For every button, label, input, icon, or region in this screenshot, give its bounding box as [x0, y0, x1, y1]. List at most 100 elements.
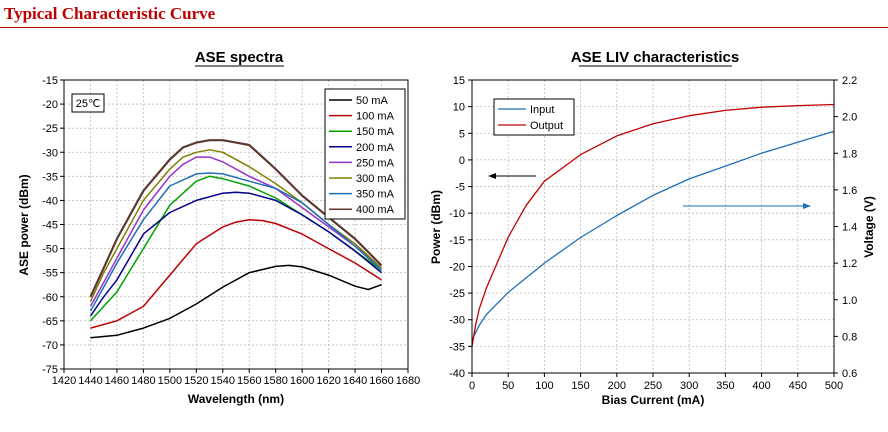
liv-series-input [471, 130, 835, 341]
ase-legend-label: 200 mA [356, 142, 395, 154]
ase-liv-series [471, 103, 835, 347]
temperature-label: 25℃ [76, 98, 101, 110]
ase-series-50-ma [90, 264, 382, 339]
ase-spectra-xlabel: Wavelength (nm) [188, 392, 284, 406]
input-axis-arrow [683, 203, 811, 209]
ase-spectra-ytick-label: -75 [42, 364, 58, 376]
ase-spectra-ytick-label: -30 [42, 147, 58, 159]
title-divider [0, 27, 888, 28]
ase-liv-ytick-label: 10 [453, 102, 465, 114]
ase-liv-xtick-label: 0 [469, 380, 475, 392]
ase-liv-ytick-label: -25 [449, 288, 465, 300]
liv-series-output [471, 103, 835, 347]
ase-liv-ytick-label: -40 [449, 368, 465, 380]
ase-liv-ytick-label: -15 [449, 235, 465, 247]
ase-spectra-series [89, 139, 383, 339]
ase-series-400-ma [89, 139, 383, 298]
ase-series-350-ma [89, 172, 383, 312]
liv-legend-label: Input [530, 104, 554, 116]
ase-spectra-xtick-label: 1600 [290, 375, 314, 387]
ase-liv-y2tick-label: 0.6 [842, 368, 857, 380]
ase-liv-xtick-label: 150 [571, 380, 589, 392]
ase-spectra-ytick-label: -20 [42, 99, 58, 111]
ase-liv-y2tick-label: 1.0 [842, 295, 857, 307]
ase-spectra-ylabel: ASE power (dBm) [17, 174, 31, 275]
ase-spectra-ytick-label: -55 [42, 268, 58, 280]
ase-liv-y2tick-label: 2.0 [842, 112, 857, 124]
ase-spectra-xtick-label: 1460 [105, 375, 129, 387]
ase-liv-xtick-label: 500 [825, 380, 843, 392]
ase-legend-box [324, 88, 406, 220]
ase-liv-xtick-label: 50 [502, 380, 514, 392]
ase-spectra-frame [63, 79, 409, 370]
ase-liv-xlabel: Bias Current (mA) [602, 393, 705, 407]
ase-liv-chart: ASE LIV characteristics 0 50 100 150 200 250 3… [429, 49, 876, 407]
ase-spectra-xtick-label: 1620 [316, 375, 340, 387]
liv-legend-box [493, 98, 575, 136]
ase-liv-xtick-label: 100 [535, 380, 553, 392]
ase-legend-label: 300 mA [356, 173, 395, 185]
ase-spectra-xtick-label: 1540 [211, 375, 235, 387]
output-axis-arrow [488, 173, 536, 179]
ase-series-200-ma [89, 191, 382, 317]
ase-liv-ytick-label: -5 [455, 182, 465, 194]
ase-spectra-xtick-label: 1420 [52, 375, 76, 387]
ase-spectra-xtick-label: 1640 [343, 375, 367, 387]
ase-liv-ytick-label: -20 [449, 261, 465, 273]
ase-legend-label: 400 mA [356, 204, 395, 216]
ase-liv-ylabel: Power (dBm) [429, 190, 443, 264]
ase-liv-xtick-label: 350 [716, 380, 734, 392]
page-title: Typical Characteristic Curve [4, 4, 216, 23]
ase-series-250-ma [89, 156, 382, 307]
ase-liv-y2tick-label: 2.2 [842, 75, 857, 87]
ase-spectra-ytick-label: -70 [42, 340, 58, 352]
ase-spectra-ytick-label: -40 [42, 195, 58, 207]
ase-liv-xtick-label: 450 [789, 380, 807, 392]
ase-spectra-xtick-label: 1680 [396, 375, 420, 387]
ase-spectra-ytick-label: -50 [42, 244, 58, 256]
ase-liv-xtick-label: 200 [608, 380, 626, 392]
ase-liv-y2tick-label: 1.2 [842, 258, 857, 270]
ase-liv-legend: Input Output [493, 98, 575, 136]
ase-liv-y2label: Voltage (V) [862, 196, 876, 258]
ase-liv-title: ASE LIV characteristics [571, 49, 739, 66]
ase-spectra-ytick-label: -25 [42, 123, 58, 135]
ase-liv-ytick-label: -30 [449, 315, 465, 327]
ase-legend-label: 50 mA [356, 95, 388, 107]
ase-liv-y2tick-label: 1.4 [842, 222, 857, 234]
ase-liv-ticks: 0 50 100 150 200 250 300 350 400 450 500-40-35-30-… [449, 75, 857, 392]
ase-liv-y2tick-label: 0.8 [842, 331, 857, 343]
ase-spectra-xtick-label: 1500 [158, 375, 182, 387]
ase-spectra-ytick-label: -65 [42, 316, 58, 328]
ase-spectra-ytick-label: -45 [42, 220, 58, 232]
ase-liv-ytick-label: 0 [459, 155, 465, 167]
ase-spectra-xtick-label: 1580 [263, 375, 287, 387]
ase-spectra-xtick-label: 1440 [78, 375, 102, 387]
ase-legend-label: 250 mA [356, 157, 395, 169]
ase-liv-ytick-label: -35 [449, 341, 465, 353]
ase-spectra-ytick-label: -60 [42, 292, 58, 304]
temperature-box [71, 93, 105, 113]
ase-spectra-xtick-label: 1520 [184, 375, 208, 387]
ase-series-100-ma [90, 218, 382, 329]
ase-spectra-xtick-label: 1660 [369, 375, 393, 387]
ase-spectra-ytick-label: -35 [42, 171, 58, 183]
ase-liv-xtick-label: 250 [644, 380, 662, 392]
ase-spectra-title: ASE spectra [195, 49, 284, 66]
ase-spectra-xtick-label: 1560 [237, 375, 261, 387]
ase-liv-xtick-label: 400 [752, 380, 770, 392]
ase-liv-xtick-label: 300 [680, 380, 698, 392]
ase-liv-frame [471, 79, 835, 374]
ase-spectra-ticks: 1420 1440 1460 1480 1500 1520 1540 1560 1580 1600… [42, 75, 420, 387]
ase-spectra-xtick-label: 1480 [131, 375, 155, 387]
ase-liv-ytick-label: -10 [449, 208, 465, 220]
ase-legend-label: 100 mA [356, 111, 395, 123]
liv-legend-label: Output [530, 120, 563, 132]
ase-liv-y2tick-label: 1.8 [842, 148, 857, 160]
ase-spectra-chart: ASE spectra 1420 1440 1460 1480 1500 1520 1540… [17, 49, 420, 406]
ase-spectra-legend: 50 mA 100 mA 150 mA 200 mA 250 mA 300 mA 350 m… [324, 88, 406, 220]
ase-spectra-ytick-label: -15 [42, 75, 58, 87]
ase-liv-ytick-label: 15 [453, 75, 465, 87]
ase-legend-label: 350 mA [356, 189, 395, 201]
